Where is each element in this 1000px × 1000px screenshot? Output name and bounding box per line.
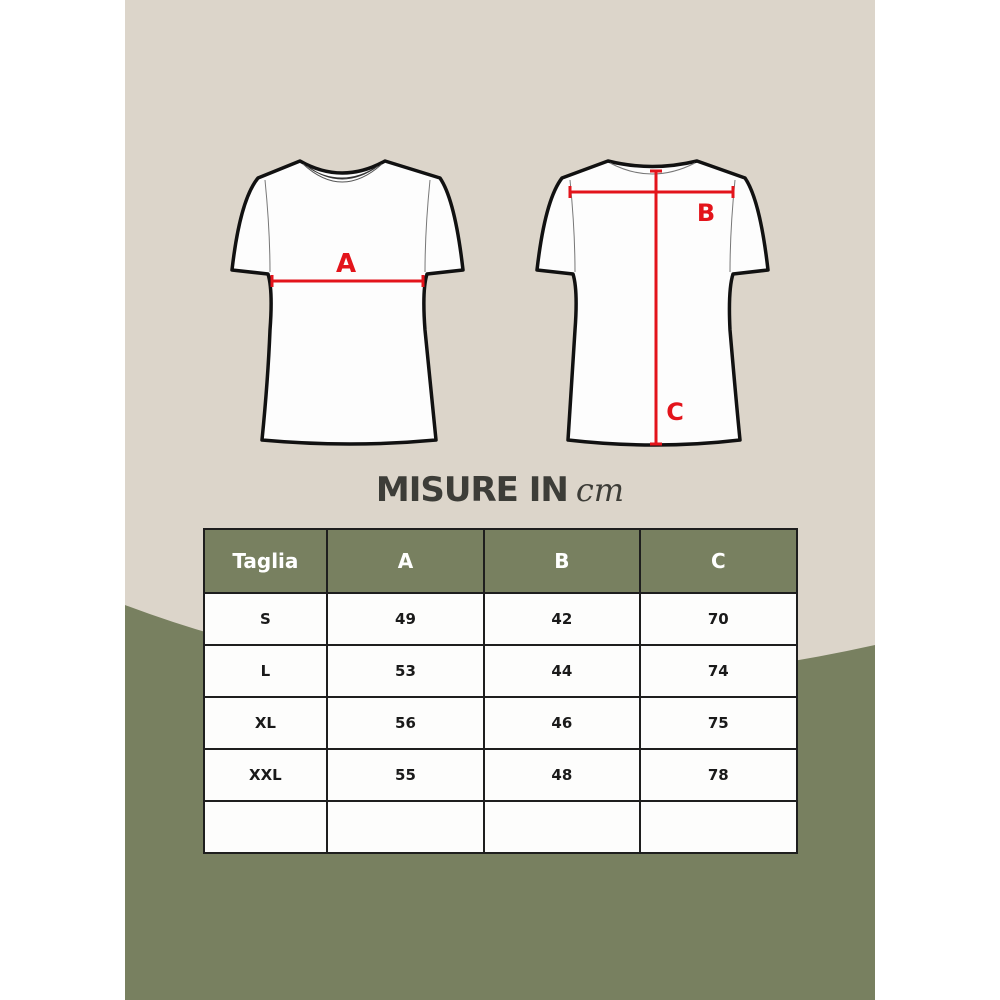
cell-a: 49	[325, 592, 486, 646]
measure-label-b: B	[697, 199, 715, 227]
cell-b: 42	[483, 592, 641, 646]
header-c: C	[638, 528, 799, 594]
header-taglia: Taglia	[203, 528, 328, 594]
cell-size: S	[203, 592, 328, 646]
cell-size: XXL	[203, 748, 328, 802]
cell-c: 74	[638, 644, 799, 698]
measure-label-c: C	[666, 398, 684, 426]
table-row-empty	[203, 800, 799, 854]
cell-c	[638, 800, 799, 854]
title-text: MISURE IN	[375, 470, 569, 510]
size-table: Taglia A B C S 49 42 70 L 53 44 74 XL 56 46 75 XX…	[203, 528, 799, 854]
measure-label-a: A	[336, 249, 356, 279]
tshirt-back: B C	[535, 159, 770, 447]
table-header-row: Taglia A B C	[203, 528, 799, 594]
cell-a: 55	[325, 748, 486, 802]
cell-a	[325, 800, 486, 854]
cell-size	[203, 800, 328, 854]
cell-a: 53	[325, 644, 486, 698]
cell-b: 44	[483, 644, 641, 698]
tshirt-front: A	[230, 159, 465, 446]
cell-a: 56	[325, 696, 486, 750]
cell-c: 78	[638, 748, 799, 802]
cell-b: 46	[483, 696, 641, 750]
cell-b: 48	[483, 748, 641, 802]
page-title: MISURE IN cm	[0, 470, 1000, 510]
title-unit: cm	[575, 471, 625, 509]
header-b: B	[483, 528, 641, 594]
cell-c: 70	[638, 592, 799, 646]
table-row: XL 56 46 75	[203, 696, 799, 750]
table-row: L 53 44 74	[203, 644, 799, 698]
cell-c: 75	[638, 696, 799, 750]
table-row: XXL 55 48 78	[203, 748, 799, 802]
cell-size: L	[203, 644, 328, 698]
header-a: A	[325, 528, 486, 594]
cell-size: XL	[203, 696, 328, 750]
cell-b	[483, 800, 641, 854]
table-row: S 49 42 70	[203, 592, 799, 646]
